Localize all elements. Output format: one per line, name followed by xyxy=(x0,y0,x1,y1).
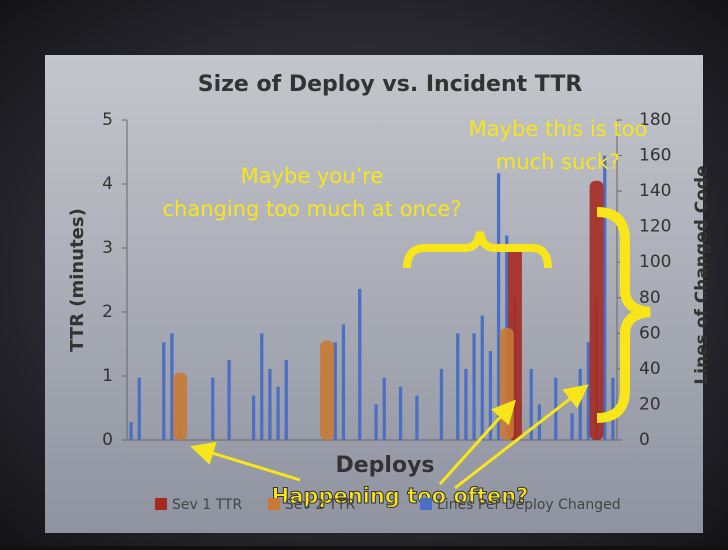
y2-tick-label: 120 xyxy=(639,217,671,237)
y-tick-label: 5 xyxy=(102,110,113,130)
bar xyxy=(472,333,476,440)
bar xyxy=(529,368,533,440)
y2-tick-label: 0 xyxy=(639,430,650,450)
brace xyxy=(596,207,651,423)
bar xyxy=(251,395,256,440)
bar xyxy=(211,377,215,440)
bar xyxy=(227,360,231,440)
bar xyxy=(341,324,346,440)
bar xyxy=(276,386,280,440)
legend-swatch xyxy=(268,498,280,510)
bar xyxy=(586,342,591,440)
y2-tick-label: 140 xyxy=(639,181,671,201)
annotation: Happening too often? xyxy=(272,484,529,508)
bar xyxy=(578,368,582,440)
bar xyxy=(603,155,607,441)
bar xyxy=(488,351,493,440)
legend-label: Lines Per Deploy Changed xyxy=(437,497,621,513)
y2-tick-label: 100 xyxy=(639,252,671,272)
x-axis-title: Deploys xyxy=(335,453,434,478)
brace xyxy=(403,231,552,269)
chart-title: Size of Deploy vs. Incident TTR xyxy=(198,72,583,97)
bar xyxy=(173,372,188,440)
bar xyxy=(260,333,264,440)
y-tick-label: 4 xyxy=(102,174,113,194)
legend-swatch xyxy=(420,498,432,510)
bar xyxy=(162,342,166,440)
y2-tick-label: 160 xyxy=(639,146,671,166)
y2-tick-label: 40 xyxy=(639,359,661,379)
arrow xyxy=(454,384,589,490)
bar xyxy=(137,377,141,440)
bar xyxy=(320,340,335,440)
y-tick-label: 3 xyxy=(102,238,113,258)
y-axis-title: TTR (minutes) xyxy=(67,208,88,352)
arrow xyxy=(438,399,517,486)
bar xyxy=(268,368,272,440)
annotation: Maybe you’re xyxy=(241,164,384,188)
bar xyxy=(170,333,174,440)
bar xyxy=(415,395,419,440)
bar xyxy=(129,422,133,440)
y-tick-label: 0 xyxy=(102,430,113,450)
bar xyxy=(499,328,514,440)
y2-tick-label: 20 xyxy=(639,394,661,414)
y2-tick-label: 60 xyxy=(639,323,661,343)
y-tick-label: 1 xyxy=(102,366,113,386)
y2-tick-label: 80 xyxy=(639,288,661,308)
bar xyxy=(480,315,484,440)
bar xyxy=(333,342,337,440)
bar xyxy=(382,377,386,440)
bar xyxy=(398,386,403,440)
annotation: Maybe this is too xyxy=(469,117,648,141)
y2-axis-title: Lines of Changed Code xyxy=(692,165,712,384)
legend-label: Sev 2 TTR xyxy=(285,497,355,513)
legend-label: Sev 1 TTR xyxy=(172,497,242,513)
bar xyxy=(589,180,604,441)
bar xyxy=(284,360,288,440)
bar xyxy=(374,404,378,440)
annotation: changing too much at once? xyxy=(163,197,462,221)
bar xyxy=(456,333,460,440)
bar xyxy=(570,413,574,440)
bar xyxy=(358,288,362,440)
y-tick-label: 2 xyxy=(102,302,113,322)
bar xyxy=(439,368,444,440)
bar xyxy=(496,173,501,441)
legend-swatch xyxy=(155,498,167,510)
y2-tick-label: 180 xyxy=(639,110,671,130)
annotation: much suck? xyxy=(496,150,620,174)
bar xyxy=(464,368,468,440)
arrow xyxy=(190,441,301,482)
